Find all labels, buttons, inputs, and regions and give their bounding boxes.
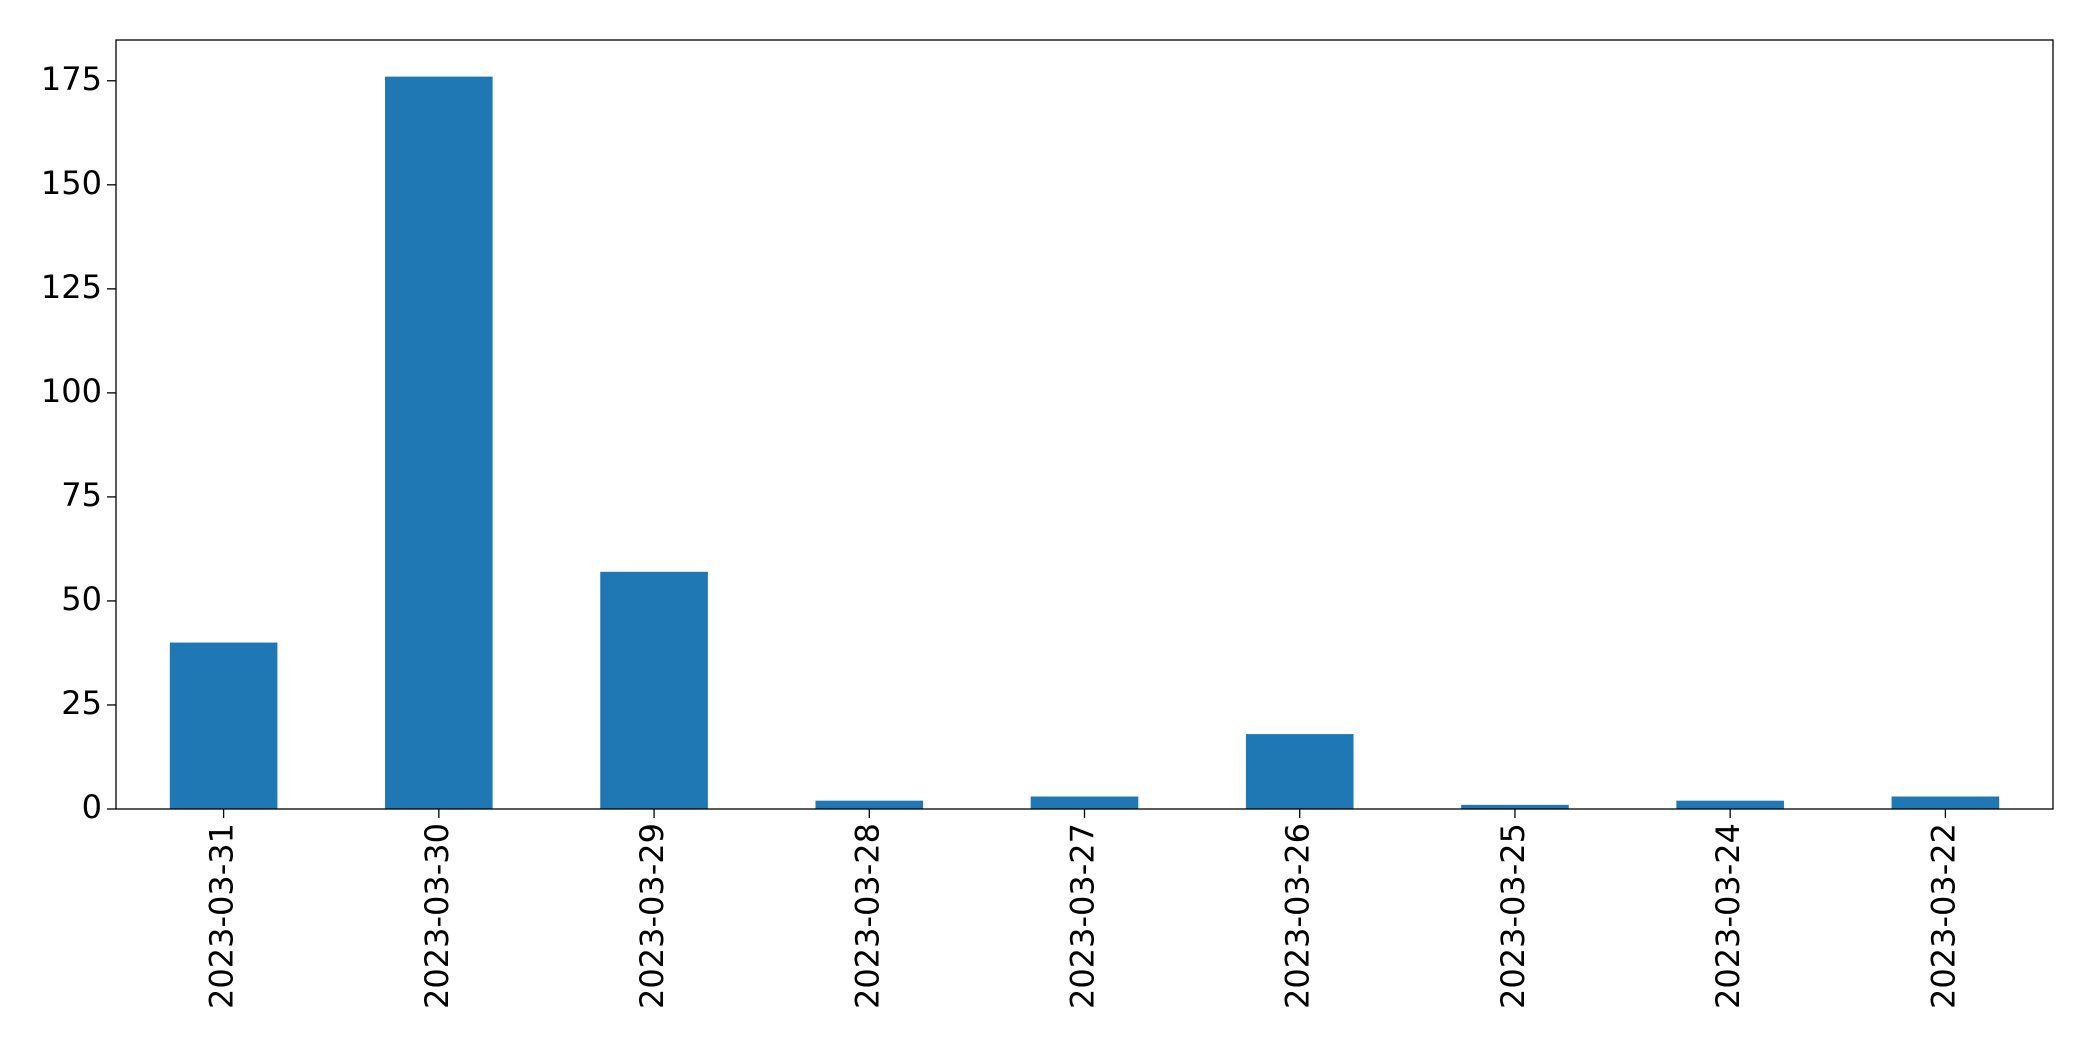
y-tick-label: 50 xyxy=(61,580,102,618)
x-tick-label: 2023-03-27 xyxy=(1064,823,1102,1009)
bar xyxy=(1676,800,1784,809)
bar xyxy=(385,76,493,810)
bar xyxy=(1461,804,1569,809)
x-tick-label: 2023-03-24 xyxy=(1709,823,1747,1009)
bar xyxy=(815,800,924,809)
y-tick-label: 125 xyxy=(41,268,102,306)
y-tick-label: 150 xyxy=(41,164,102,202)
bar xyxy=(600,571,708,809)
x-tick-label: 2023-03-22 xyxy=(1924,823,1962,1009)
y-tick-label: 100 xyxy=(41,372,102,410)
x-tick-label: 2023-03-29 xyxy=(633,823,671,1009)
x-tick-label: 2023-03-26 xyxy=(1279,823,1317,1009)
plot-frame xyxy=(115,39,2054,810)
bar xyxy=(1891,796,2000,809)
x-tick-label: 2023-03-31 xyxy=(203,823,241,1009)
y-tick-label: 175 xyxy=(41,60,102,98)
bar xyxy=(1245,734,1354,809)
y-tick-label: 75 xyxy=(61,476,102,514)
x-tick-label: 2023-03-30 xyxy=(418,823,456,1009)
x-tick-label: 2023-03-28 xyxy=(848,823,886,1009)
y-tick-label: 25 xyxy=(61,684,102,722)
y-tick-label: 0 xyxy=(82,788,102,826)
bar xyxy=(169,642,278,809)
bar xyxy=(1030,796,1139,809)
x-tick-label: 2023-03-25 xyxy=(1494,823,1532,1009)
